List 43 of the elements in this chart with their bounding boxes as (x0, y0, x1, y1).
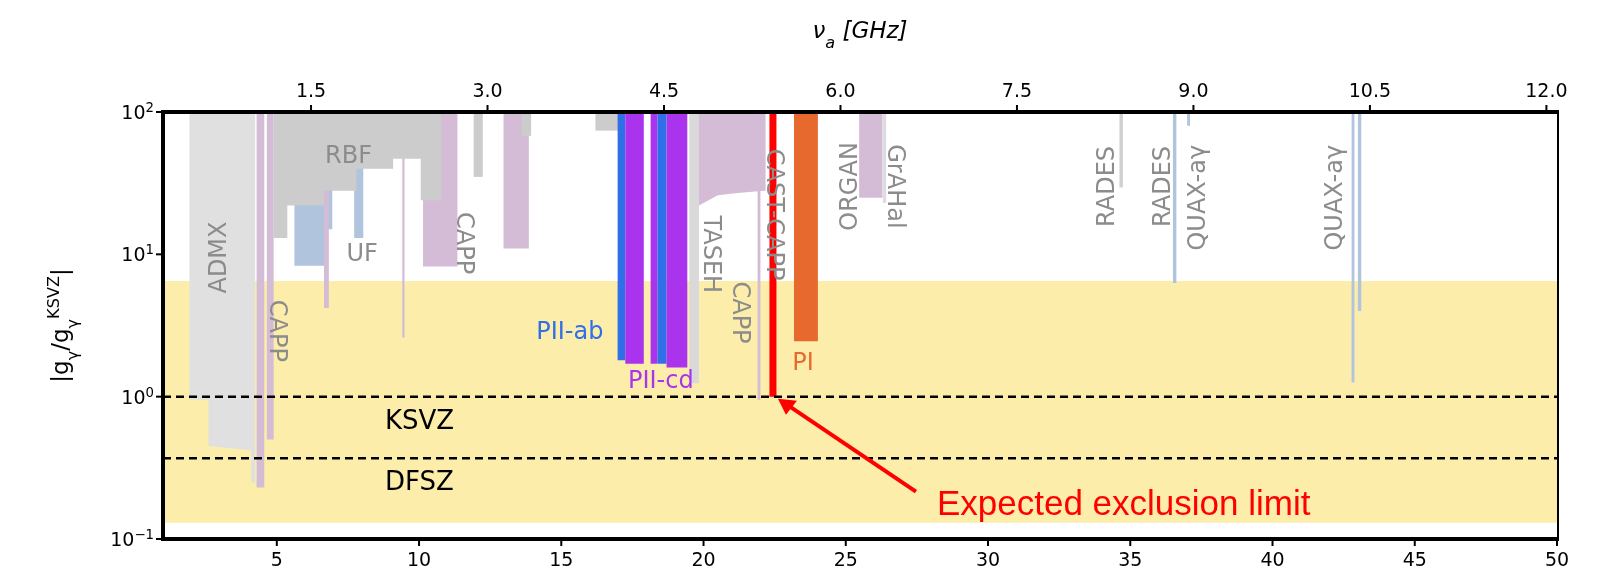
x2-axis-title: ν$_{a}$ [GHz] (812, 17, 908, 52)
x-tick-label: 25 (833, 548, 858, 570)
x2-tick-label: 6.0 (825, 79, 856, 101)
x2-tick-label: 10.5 (1348, 79, 1392, 101)
y-tick-label: 10$^{−1}$ (110, 526, 154, 550)
annotation: QUAX-aγ (1319, 144, 1348, 251)
x-tick-label: 45 (1402, 548, 1427, 570)
x-tick-label: 35 (1118, 548, 1143, 570)
ref-line-label: KSVZ (384, 404, 455, 435)
y-tick-label: 10$^{2}$ (121, 99, 154, 123)
x2-tick-label: 4.5 (648, 79, 680, 101)
x2-tick-label: 1.5 (295, 79, 327, 101)
ref-line-label: DFSZ (385, 466, 454, 497)
x-tick-label: 20 (691, 548, 716, 570)
x-tick-label: 5 (270, 548, 283, 570)
annotation: RADES (1091, 145, 1120, 227)
x-tick-label: 10 (406, 548, 432, 570)
annotation: ORGAN (834, 142, 863, 231)
annotation: TASEH (698, 214, 727, 294)
annotation: RBF (325, 140, 372, 169)
annotation: PII-ab (536, 316, 604, 345)
annotation: QUAX-aγ (1182, 144, 1211, 251)
x2-tick-label: 9.0 (1178, 79, 1209, 101)
x2-tick-label: 12.0 (1525, 79, 1568, 101)
x-tick-label: 15 (549, 548, 574, 570)
annotation: ADMX (204, 221, 233, 294)
x-tick-label: 30 (975, 548, 1001, 570)
annotation: CAPP (726, 281, 755, 344)
annotation: CAST-CAPP (760, 148, 789, 281)
x2-tick-label: 3.0 (472, 79, 503, 101)
y-tick-label: 10$^{1}$ (121, 241, 154, 266)
annotation: PII-cd (628, 366, 694, 395)
annotation: CAPP (264, 299, 293, 362)
annotation: UF (346, 239, 378, 268)
annotation: GrAHal (881, 144, 910, 229)
annotation: CAPP (450, 212, 479, 275)
x-tick-label: 50 (1544, 548, 1570, 570)
x-tick-label: 40 (1260, 548, 1285, 570)
annotation: RADES (1147, 145, 1176, 227)
annotation: Expected exclusion limit (936, 482, 1311, 522)
y-tick-label: 10$^{0}$ (121, 384, 154, 408)
x2-tick-label: 7.5 (1001, 79, 1033, 101)
annotation: PI (792, 348, 814, 377)
